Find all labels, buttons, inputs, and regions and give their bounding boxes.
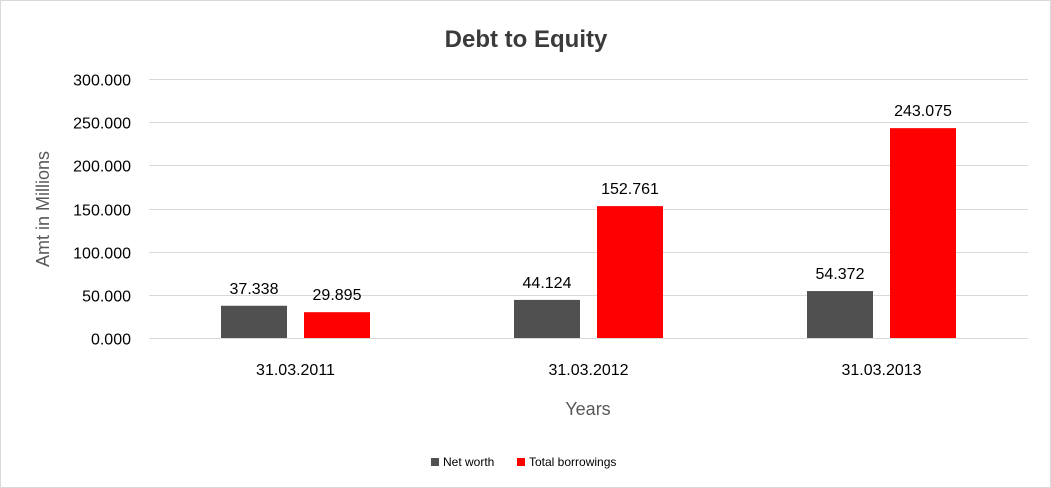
legend-swatch	[517, 458, 525, 466]
y-axis-ticks: 0.000 50.000 100.000 150.000 200.000 250.000 3…	[73, 73, 131, 349]
y-axis-title: Amt in Millions	[33, 151, 53, 267]
legend-label: Total borrowings	[529, 455, 616, 469]
data-label: 152.761	[601, 181, 659, 198]
y-tick-label: 0.000	[91, 332, 131, 349]
y-tick-label: 200.000	[73, 159, 131, 176]
bar	[514, 299, 580, 338]
bar	[890, 128, 956, 338]
x-axis-title: Years	[565, 399, 610, 419]
data-label: 37.338	[230, 281, 279, 298]
bars	[221, 128, 956, 338]
data-label: 243.075	[894, 103, 952, 120]
y-tick-label: 150.000	[73, 203, 131, 220]
bar	[304, 312, 370, 338]
bar	[597, 206, 663, 338]
data-label: 29.895	[313, 287, 362, 304]
x-axis-categories: 31.03.2011 31.03.2012 31.03.2013	[256, 362, 922, 379]
bar	[807, 291, 873, 338]
legend-label: Net worth	[443, 455, 494, 469]
legend-swatch	[431, 458, 439, 466]
bar	[221, 305, 287, 338]
data-label: 54.372	[816, 266, 865, 283]
chart-title: Debt to Equity	[445, 26, 608, 53]
data-label: 44.124	[523, 275, 572, 292]
x-category-label: 31.03.2011	[256, 362, 335, 379]
gridlines	[149, 79, 1028, 339]
x-category-label: 31.03.2013	[841, 362, 921, 379]
y-tick-label: 300.000	[73, 73, 131, 90]
y-tick-label: 100.000	[73, 246, 131, 263]
x-category-label: 31.03.2012	[548, 362, 628, 379]
data-labels: 37.338 29.895 44.124 152.761 54.372 243.075	[230, 103, 952, 304]
y-tick-label: 50.000	[82, 289, 131, 306]
y-tick-label: 250.000	[73, 116, 131, 133]
legend: Net worth Total borrowings	[431, 455, 616, 469]
